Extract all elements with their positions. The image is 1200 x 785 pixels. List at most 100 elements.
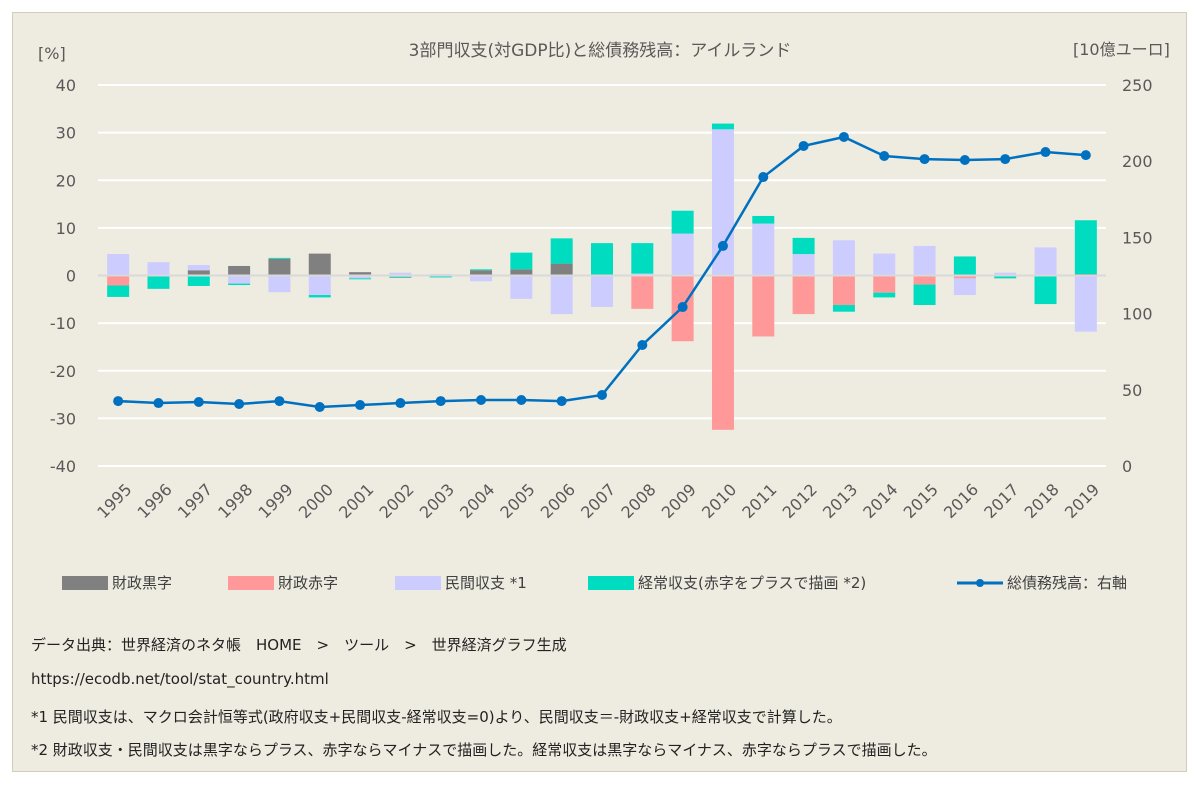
right-axis-label: [10億ユーロ]	[1073, 40, 1170, 59]
bar-current-account-2010	[711, 123, 734, 130]
bar-private-2012	[792, 254, 815, 276]
right-tick-label: 150	[1122, 228, 1153, 247]
legend-label: 総債務残高：右軸	[1007, 574, 1128, 592]
bar-fiscal-surplus-2004	[470, 270, 493, 276]
bar-current-account-1995	[107, 285, 130, 297]
legend-swatch	[395, 575, 441, 590]
left-tick-label: 0	[66, 267, 76, 286]
debt-point-2005	[516, 395, 527, 406]
legend-swatch	[588, 575, 634, 590]
debt-point-1998	[234, 398, 245, 409]
debt-point-2008	[637, 339, 648, 350]
bar-current-account-2002	[389, 276, 412, 278]
bar-fiscal-deficit-2016	[953, 275, 976, 279]
debt-point-1995	[113, 396, 124, 407]
bar-private-2013	[832, 240, 855, 276]
bar-private-2014	[873, 253, 896, 276]
debt-point-2001	[355, 400, 366, 411]
bar-fiscal-surplus-2000	[308, 253, 331, 276]
bar-private-1998	[228, 275, 251, 284]
x-tick-label: 2015	[900, 480, 942, 522]
left-tick-label: -30	[50, 409, 76, 428]
bar-current-account-2017	[994, 276, 1017, 279]
bar-private-2010	[711, 129, 734, 276]
legend-label: 民間収支 *1	[445, 574, 527, 592]
x-tick-label: 2016	[940, 480, 982, 522]
debt-point-2019	[1080, 150, 1091, 161]
bar-private-1995	[107, 254, 130, 276]
bar-fiscal-surplus-1999	[268, 258, 291, 276]
right-tick-label: 100	[1122, 305, 1153, 324]
legend-label: 経常収支(赤字をプラスで描画 *2)	[638, 574, 867, 592]
bar-current-account-1998	[228, 283, 251, 286]
x-tick-label: 2011	[738, 480, 780, 522]
bar-current-account-1997	[187, 275, 210, 286]
x-tick-label: 2014	[859, 480, 901, 522]
x-tick-label: 2000	[295, 480, 337, 522]
bar-fiscal-surplus-2001	[349, 272, 372, 276]
right-tick-label: 250	[1122, 76, 1153, 95]
x-tick-label: 1998	[214, 480, 256, 522]
bar-private-2005	[510, 275, 533, 299]
debt-point-2013	[838, 131, 849, 142]
bar-private-2000	[308, 275, 331, 296]
legend-swatch	[62, 575, 108, 590]
bar-current-account-2013	[832, 305, 855, 312]
bar-current-account-2009	[671, 210, 694, 234]
x-tick-label: 1996	[134, 480, 176, 522]
bar-current-account-2001	[349, 278, 372, 280]
bar-current-account-2016	[953, 256, 976, 276]
left-tick-label: -40	[50, 457, 76, 476]
x-tick-label: 1997	[174, 480, 216, 522]
legend-fiscal-surplus: 財政黒字	[62, 572, 172, 593]
footnote-1: *1 民間収支は、マクロ会計恒等式(政府収支+民間収支-経常収支=0)より、民間…	[31, 708, 842, 726]
legend-gross-debt: 総債務残高：右軸	[957, 572, 1127, 593]
left-tick-label: -10	[50, 314, 76, 333]
bar-private-1997	[187, 265, 210, 271]
debt-point-2009	[677, 302, 688, 313]
bar-current-account-2014	[873, 292, 896, 298]
bar-fiscal-surplus-2005	[510, 269, 533, 276]
debt-point-2017	[1000, 154, 1011, 165]
bar-private-2002	[389, 272, 412, 276]
bar-current-account-2012	[792, 237, 815, 255]
legend-fiscal-deficit: 財政赤字	[228, 572, 338, 593]
legend-line-marker	[957, 578, 1003, 587]
x-tick-label: 2018	[1021, 480, 1063, 522]
x-tick-label: 2001	[335, 480, 377, 522]
debt-point-2012	[798, 140, 809, 151]
right-tick-label: 0	[1122, 457, 1132, 476]
bar-fiscal-surplus-1997	[187, 270, 210, 276]
bar-fiscal-surplus-1998	[228, 265, 251, 276]
bar-current-account-2005	[510, 252, 533, 270]
bar-private-2018	[1034, 247, 1057, 276]
left-tick-label: 20	[56, 171, 76, 190]
x-tick-label: 2004	[456, 480, 498, 522]
left-tick-label: 40	[56, 76, 76, 95]
bar-private-2004	[470, 275, 493, 282]
debt-point-2014	[879, 151, 890, 162]
bar-current-account-1999	[268, 257, 291, 259]
x-tick-label: 2010	[698, 480, 740, 522]
bar-fiscal-deficit-2015	[913, 275, 936, 285]
source-note: データ出典：世界経済のネタ帳 HOME > ツール > 世界経済グラフ生成	[31, 636, 567, 654]
debt-point-2015	[919, 154, 930, 165]
bar-fiscal-deficit-2014	[873, 275, 896, 293]
right-tick-label: 200	[1122, 152, 1153, 171]
left-tick-label: 30	[56, 124, 76, 143]
bar-current-account-1996	[147, 275, 170, 289]
x-tick-label: 2019	[1061, 480, 1103, 522]
bar-private-2016	[953, 278, 976, 296]
legend-label: 財政黒字	[112, 574, 173, 592]
bar-current-account-2006	[550, 238, 573, 264]
debt-point-2010	[717, 240, 728, 251]
x-tick-label: 2008	[617, 480, 659, 522]
x-tick-label: 2007	[577, 480, 619, 522]
x-tick-label: 2017	[980, 480, 1022, 522]
debt-point-2006	[556, 396, 567, 407]
bar-current-account-2004	[470, 269, 493, 271]
bar-private-1999	[268, 275, 291, 293]
bar-fiscal-deficit-2013	[832, 275, 855, 306]
bar-current-account-2018	[1034, 275, 1057, 305]
debt-point-2011	[758, 172, 769, 183]
